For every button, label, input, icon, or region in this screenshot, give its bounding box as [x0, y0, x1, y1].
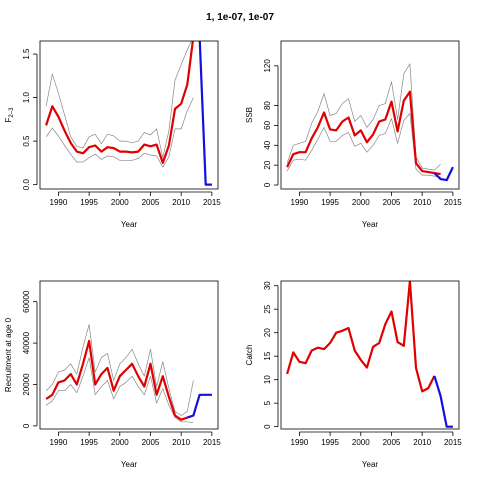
x-tick-label: 1990 [291, 438, 309, 447]
x-tick-label: 2015 [444, 438, 462, 447]
x-tick-label: 2000 [352, 198, 370, 207]
y-tick-label: 10 [263, 375, 272, 384]
x-tick-label: 2000 [352, 438, 370, 447]
x-tick-label: 2010 [413, 198, 431, 207]
y-tick-label: 40 [263, 140, 272, 149]
y-axis-label: F2–3 [4, 107, 15, 123]
y-axis-label-main: SSB [245, 107, 254, 123]
plot-frame [280, 280, 460, 430]
x-tick-label: 1995 [321, 438, 339, 447]
y-axis-label-main: Recruitment at age 0 [4, 317, 13, 392]
series-line-projection [186, 393, 212, 419]
y-tick-label: 15 [263, 351, 272, 360]
x-tick-label: 1995 [80, 198, 98, 207]
x-tick-label: 2005 [383, 198, 401, 207]
x-tick-label: 2015 [444, 198, 462, 207]
y-tick-label: 1.0 [22, 91, 31, 103]
y-tick-label: 20 [263, 160, 272, 169]
figure-title: 1, 1e-07, 1e-07 [206, 12, 274, 23]
y-tick-label: 20000 [22, 373, 31, 396]
x-axis-label: Year [362, 460, 379, 469]
x-tick-label: 1990 [291, 198, 309, 207]
chart-panels: 1990 1995 2000 2005 2010 20150.00.51.01.5Year… [4, 40, 462, 469]
y-tick-label: 120 [263, 59, 272, 73]
series-line-estimate [286, 281, 436, 393]
y-tick-label: 80 [263, 101, 272, 110]
x-axis-label: Year [121, 460, 138, 469]
plot-frame [39, 280, 219, 430]
series-line-projection [433, 166, 454, 182]
x-tick-label: 2000 [111, 198, 129, 207]
series-line-ci-lower [286, 113, 441, 178]
y-tick-label: 0 [263, 424, 272, 429]
x-tick-label: 2005 [142, 198, 160, 207]
y-tick-label: 1.5 [22, 48, 31, 60]
chart-panel-3: 1990 1995 2000 2005 2010 2015 0 20000 40000 60000… [4, 280, 221, 469]
series-line-ci-upper [45, 324, 194, 416]
x-tick-label: 2010 [172, 198, 190, 207]
y-axis-label: Catch [245, 345, 254, 366]
x-tick-label: 2015 [203, 438, 221, 447]
series-group [45, 324, 212, 424]
y-axis-label: Recruitment at age 0 [4, 317, 13, 392]
y-tick-label: 60000 [22, 290, 31, 313]
series-group [45, 41, 212, 186]
series-line-ci-lower [45, 97, 194, 168]
x-tick-label: 1990 [50, 198, 68, 207]
plot-frame [39, 40, 219, 190]
x-tick-label: 2015 [203, 198, 221, 207]
x-tick-label: 1995 [80, 438, 98, 447]
y-axis-label-main: Catch [245, 345, 254, 366]
y-axis-label-main: F [4, 117, 13, 122]
x-tick-label: 2000 [111, 438, 129, 447]
x-axis-label: Year [121, 220, 138, 229]
series-line-ci-lower [45, 357, 194, 424]
x-tick-label: 2010 [172, 438, 190, 447]
y-tick-label: 0 [263, 182, 272, 187]
y-tick-label: 5 [263, 400, 272, 405]
x-tick-label: 2005 [142, 438, 160, 447]
series-line-ci-upper [45, 41, 192, 159]
x-axis-label: Year [362, 220, 379, 229]
plot-frame [280, 40, 460, 190]
x-tick-label: 2005 [383, 438, 401, 447]
series-line-ci-upper [286, 63, 441, 171]
y-tick-label: 30 [263, 281, 272, 290]
y-tick-label: 20 [263, 328, 272, 337]
series-line-projection [433, 375, 453, 428]
chart-panel-1: 1990 1995 2000 2005 2010 2015 0.0 0.5 1.0 1.5 Year… [4, 40, 221, 229]
y-axis-label-subscript: 2–3 [9, 107, 15, 118]
chart-panel-4: 1990 1995 2000 2005 2010 2015 0 5 10 15 20 25 30 Year… [245, 280, 462, 469]
x-tick-label: 1995 [321, 198, 339, 207]
series-line-estimate [45, 339, 188, 421]
series-line-estimate [286, 90, 441, 176]
chart-panel-2: 1990 1995 2000 2005 2010 2015 0 20 40 60 80 120 Year… [245, 40, 462, 229]
y-tick-label: 40000 [22, 331, 31, 354]
x-tick-label: 2010 [413, 438, 431, 447]
y-tick-label: 25 [263, 304, 272, 313]
x-tick-label: 1990 [50, 438, 68, 447]
y-tick-label: 0 [22, 423, 31, 428]
series-group [286, 281, 453, 428]
y-tick-label: 0.0 [22, 179, 31, 191]
y-axis-label: SSB [245, 107, 254, 123]
y-tick-label: 60 [263, 120, 272, 129]
series-group [286, 63, 454, 182]
series-line-estimate [45, 41, 194, 164]
series-line-projection [198, 41, 212, 186]
y-tick-label: 0.5 [22, 135, 31, 147]
